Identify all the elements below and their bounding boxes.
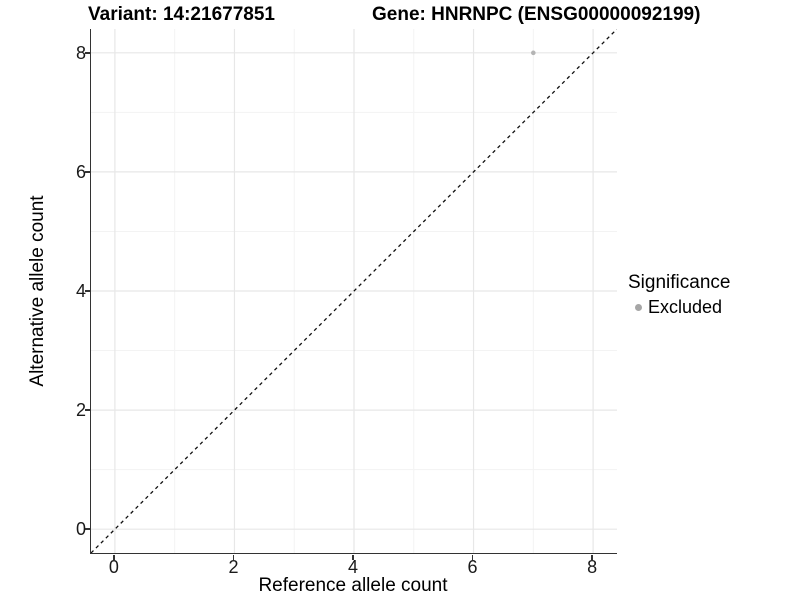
y-tick-label: 2 (75, 400, 86, 421)
legend-item-label: Excluded (648, 297, 723, 317)
x-tick-label: 0 (108, 557, 119, 577)
gene-title: Gene: HNRNPC (ENSG00000092199) (372, 4, 701, 25)
y-tick-mark (85, 52, 90, 54)
y-tick-mark (85, 171, 90, 173)
y-tick-mark (85, 409, 90, 411)
x-tick-label: 8 (587, 557, 598, 577)
x-tick-mark (113, 554, 115, 560)
plot-panel (90, 29, 617, 554)
y-tick-label: 4 (75, 281, 86, 301)
x-tick-mark (352, 554, 354, 560)
excluded-dot-icon (635, 304, 642, 311)
y-tick-label: 0 (75, 519, 86, 540)
x-tick-label: 4 (347, 557, 358, 577)
identity-line (91, 29, 617, 553)
x-tick-mark (471, 554, 474, 560)
x-tick-mark (591, 554, 593, 560)
x-axis-label: Reference allele count (258, 575, 448, 596)
x-tick-label: 2 (228, 557, 239, 577)
x-tick-label: 6 (467, 557, 478, 577)
x-tick-mark (232, 554, 235, 560)
y-tick-mark (85, 290, 90, 292)
legend-title: Significance (628, 272, 731, 293)
legend: Significance Excluded (628, 272, 730, 318)
legend-item-excluded: Excluded (628, 297, 730, 318)
plot-canvas (91, 29, 617, 553)
y-axis-label: Alternative allele count (27, 195, 48, 387)
data-point (531, 50, 536, 56)
variant-title: Variant: 14:21677851 (88, 4, 275, 25)
y-tick-mark (85, 528, 90, 530)
y-tick-label: 6 (75, 161, 86, 182)
y-tick-label: 8 (75, 42, 86, 63)
